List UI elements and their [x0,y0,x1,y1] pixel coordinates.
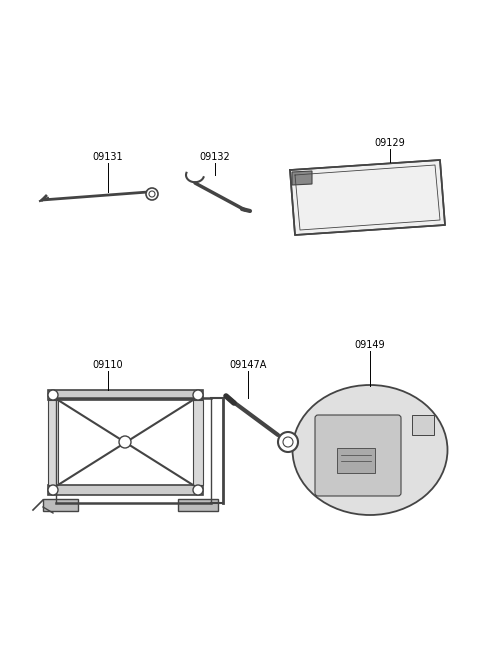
Text: 09132: 09132 [200,152,230,162]
FancyBboxPatch shape [315,415,401,496]
Bar [48,400,58,485]
Bar [48,390,203,400]
Text: 09129: 09129 [374,138,406,148]
Circle shape [119,436,131,448]
Bar [43,499,78,511]
Text: 09110: 09110 [93,360,123,370]
Circle shape [193,390,203,400]
Circle shape [149,191,155,197]
Bar [178,499,218,511]
Circle shape [48,390,58,400]
Text: 09147A: 09147A [229,360,267,370]
Bar [337,448,375,473]
Polygon shape [290,160,445,235]
Polygon shape [292,171,312,185]
Ellipse shape [292,385,447,515]
Circle shape [48,485,58,495]
Text: 09131: 09131 [93,152,123,162]
Circle shape [193,485,203,495]
Circle shape [146,188,158,200]
Bar [48,485,203,495]
Circle shape [278,432,298,452]
Bar [412,415,434,435]
Text: 09149: 09149 [355,340,385,350]
Circle shape [283,437,293,447]
Bar [193,400,203,485]
